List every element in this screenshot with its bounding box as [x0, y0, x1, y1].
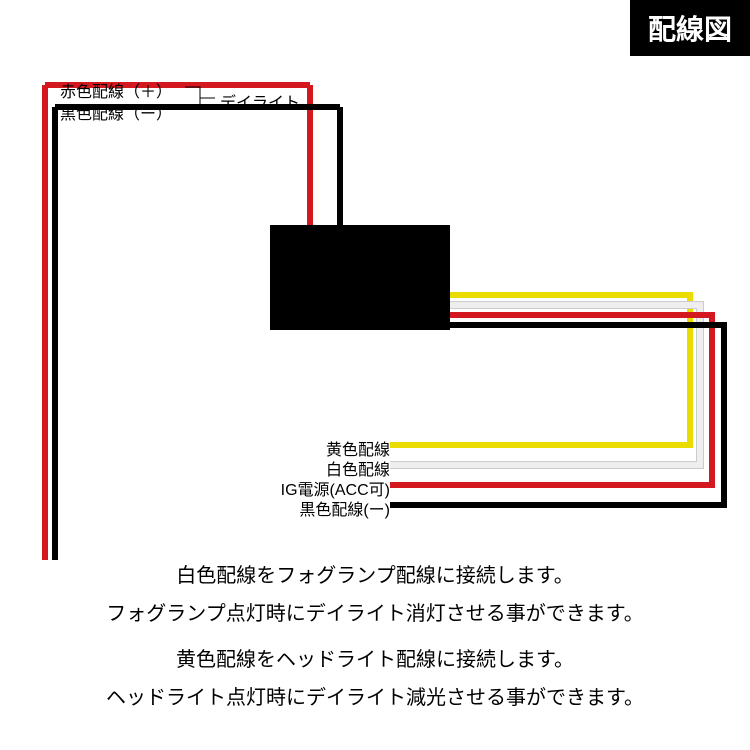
label-black-negative-bottom: 黒色配線(ー)	[280, 496, 390, 520]
description-block: 白色配線をフォグランプ配線に接続します。 フォグランプ点灯時にデイライト消灯させ…	[0, 560, 750, 720]
desc-p1l2: フォグランプ点灯時にデイライト消灯させる事ができます。	[40, 598, 710, 630]
desc-p2l2: ヘッドライト点灯時にデイライト減光させる事ができます。	[40, 682, 710, 714]
desc-p2l1: 黄色配線をヘッドライト配線に接続します。	[40, 644, 710, 676]
label-red-positive: 赤色配線（＋）	[60, 78, 172, 102]
label-daylight-group: デイライト	[220, 89, 300, 113]
label-black-negative-top: 黒色配線（ー）	[60, 100, 172, 124]
desc-p1l1: 白色配線をフォグランプ配線に接続します。	[40, 560, 710, 592]
